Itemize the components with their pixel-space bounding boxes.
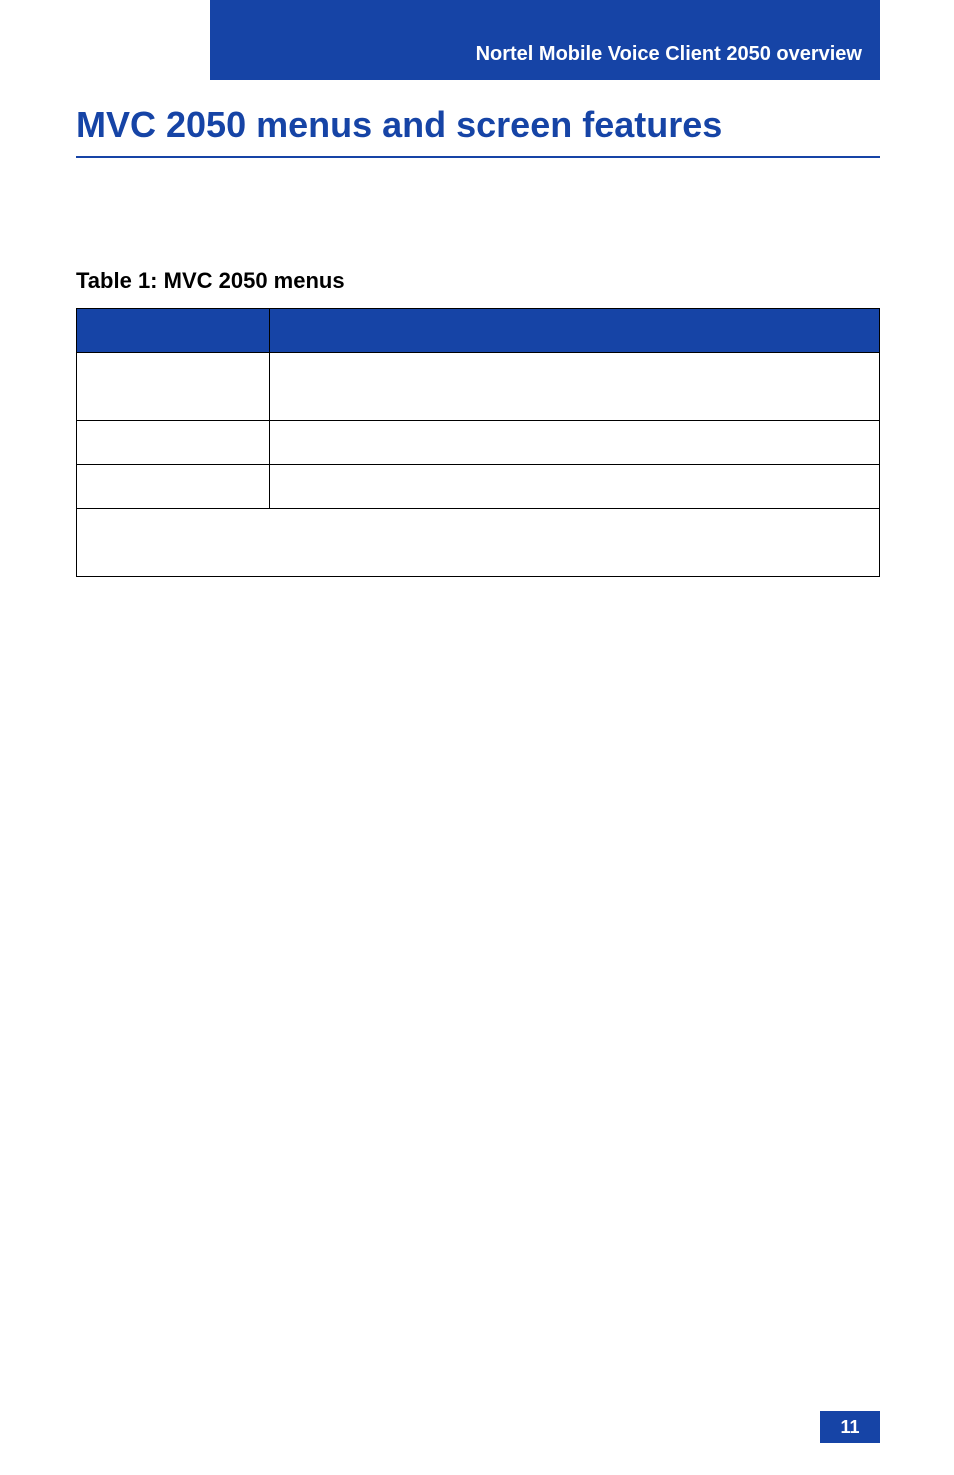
table-header-menu [77, 309, 270, 353]
table-cell-menu [77, 465, 270, 509]
table-row [77, 353, 880, 421]
menus-table [76, 308, 880, 577]
table-cell-menu [77, 353, 270, 421]
table-caption: Table 1: MVC 2050 menus [76, 268, 880, 294]
table-header-row [77, 309, 880, 353]
page-content: MVC 2050 menus and screen features Table… [76, 104, 880, 577]
running-header-bar: Nortel Mobile Voice Client 2050 overview [210, 0, 880, 80]
table-cell-items [269, 421, 879, 465]
table-cell-menu [77, 421, 270, 465]
table-row [77, 509, 880, 577]
running-header-title: Nortel Mobile Voice Client 2050 overview [476, 43, 862, 66]
table-cell-items [269, 465, 879, 509]
section-heading: MVC 2050 menus and screen features [76, 104, 880, 158]
table-row [77, 421, 880, 465]
table-cell-items [269, 353, 879, 421]
page-number: 11 [820, 1411, 880, 1443]
table-header-items [269, 309, 879, 353]
table-cell-fullspan [77, 509, 880, 577]
table-row [77, 465, 880, 509]
